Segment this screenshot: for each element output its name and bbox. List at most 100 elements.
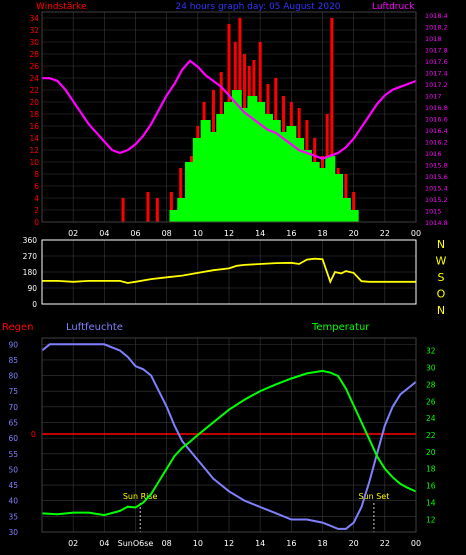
direction-tick-label: 180 xyxy=(23,268,38,277)
wind-tick-label: 32 xyxy=(29,26,39,35)
wind-gust-bar xyxy=(216,114,227,222)
time-tick-label: 06 xyxy=(130,229,140,238)
wind-gust-bar xyxy=(169,210,180,222)
wind-gust-bar xyxy=(185,162,196,222)
time-axis-ticks: 02 04 SunO6se 08 10 12 14 16 18 20 22 00 xyxy=(68,539,421,548)
wind-gust-bar xyxy=(317,168,328,222)
humidity-tick-label: 55 xyxy=(8,450,18,459)
direction-tick-label: 360 xyxy=(23,236,38,245)
wind-speed-bar xyxy=(169,192,173,222)
temperature-tick-label: 14 xyxy=(426,498,436,507)
rain-axis-tick: 0 xyxy=(31,430,36,439)
time-tick-label: 10 xyxy=(193,229,203,238)
temperature-line xyxy=(41,369,417,517)
plot-frame xyxy=(41,11,417,223)
pressure-tick-label: 1018.4 xyxy=(425,12,448,20)
wind-speed-bar xyxy=(179,168,183,222)
humidity-tick-label: 45 xyxy=(8,481,18,490)
pressure-tick-label: 1016.2 xyxy=(425,138,448,146)
pressure-tick-label: 1018.2 xyxy=(425,23,448,31)
time-tick-label: 18 xyxy=(317,539,327,548)
wind-pressure-chart: Windstärke 24 hours graph day: 05 August… xyxy=(29,2,447,238)
wind-tick-label: 10 xyxy=(29,158,39,167)
temperature-tick-label: 12 xyxy=(426,515,436,524)
compass-label: S xyxy=(438,271,445,284)
pressure-tick-label: 1015.8 xyxy=(425,161,448,169)
time-tick-label: 16 xyxy=(286,229,296,238)
wind-tick-label: 34 xyxy=(29,14,39,23)
humidity-tick-label: 40 xyxy=(8,497,18,506)
plot-frame xyxy=(41,239,417,305)
pressure-tick-label: 1018 xyxy=(425,35,442,43)
pressure-tick-label: 1017.4 xyxy=(425,69,448,77)
plot-frame xyxy=(41,337,417,533)
time-tick-label: 04 xyxy=(99,229,109,238)
time-tick-label: SunO6se xyxy=(118,539,154,548)
pressure-axis-ticks: 1014.8 1015 1015.2 1015.4 1015.6 1015.8 1016 10… xyxy=(425,12,448,227)
time-tick-label: 14 xyxy=(255,229,265,238)
wind-speed-bar xyxy=(330,18,334,222)
humidity-tick-label: 90 xyxy=(8,340,18,349)
time-tick-label: 08 xyxy=(162,539,172,548)
temperature-tick-label: 26 xyxy=(426,397,436,406)
temperature-axis-ticks: 12 14 16 18 20 22 24 26 28 30 32 xyxy=(426,347,436,525)
wind-gust-bar xyxy=(301,150,312,222)
wind-direction-line xyxy=(42,257,416,285)
wind-gust-bar xyxy=(286,126,297,222)
direction-tick-label: 90 xyxy=(27,284,37,293)
sun-annotation-label: Sun Rise xyxy=(123,492,158,501)
wind-gust-bar xyxy=(278,132,289,222)
wind-gust-bar xyxy=(247,96,258,222)
pressure-tick-label: 1016.8 xyxy=(425,104,448,112)
wind-tick-label: 20 xyxy=(29,98,39,107)
wind-gust-bar xyxy=(270,120,281,222)
wind-tick-label: 16 xyxy=(29,122,39,131)
temperature-tick-label: 18 xyxy=(426,465,436,474)
humidity-tick-label: 35 xyxy=(8,512,18,521)
wind-tick-label: 22 xyxy=(29,86,39,95)
time-tick-label: 20 xyxy=(349,229,359,238)
wind-tick-label: 4 xyxy=(34,194,39,203)
pressure-tick-label: 1016.6 xyxy=(425,115,448,123)
humidity-tick-label: 70 xyxy=(8,403,18,412)
wind-gust-bar xyxy=(192,138,203,222)
time-tick-label: 12 xyxy=(224,229,234,238)
wind-gust-bar xyxy=(239,108,250,222)
humidity-tick-label: 60 xyxy=(8,434,18,443)
humidity-tick-label: 50 xyxy=(8,465,18,474)
humidity-axis-ticks: 30 35 40 45 50 55 60 65 70 75 80 85 90 xyxy=(8,340,18,537)
wind-axis-title: Windstärke xyxy=(36,2,87,12)
wind-tick-label: 12 xyxy=(29,146,39,155)
wind-tick-label: 2 xyxy=(34,206,39,215)
wind-gust-bar xyxy=(231,90,242,222)
compass-label: N xyxy=(437,304,445,317)
time-tick-label: 08 xyxy=(162,229,172,238)
wind-gust-bar xyxy=(333,174,344,222)
wind-tick-label: 30 xyxy=(29,38,39,47)
wind-tick-label: 26 xyxy=(29,62,39,71)
time-tick-label: 04 xyxy=(99,539,109,548)
time-tick-label: 14 xyxy=(255,539,265,548)
temperature-tick-label: 32 xyxy=(426,347,436,356)
wind-tick-label: 8 xyxy=(34,170,39,179)
time-tick-label: 12 xyxy=(224,539,234,548)
compass-label: N xyxy=(437,238,445,251)
temperature-axis-title: Temperatur xyxy=(311,322,370,333)
time-tick-label: 02 xyxy=(68,539,78,548)
humidity-tick-label: 85 xyxy=(8,356,18,365)
time-tick-label: 22 xyxy=(380,539,390,548)
temperature-tick-label: 20 xyxy=(426,448,436,457)
humidity-line xyxy=(41,343,417,530)
wind-gust-bar xyxy=(340,198,351,222)
wind-gust-bar xyxy=(200,120,211,222)
wind-gust-bar xyxy=(325,156,336,222)
compass-label: O xyxy=(437,288,446,301)
pressure-tick-label: 1016 xyxy=(425,150,442,158)
time-tick-label: 00 xyxy=(411,229,421,238)
pressure-tick-label: 1015 xyxy=(425,207,442,215)
